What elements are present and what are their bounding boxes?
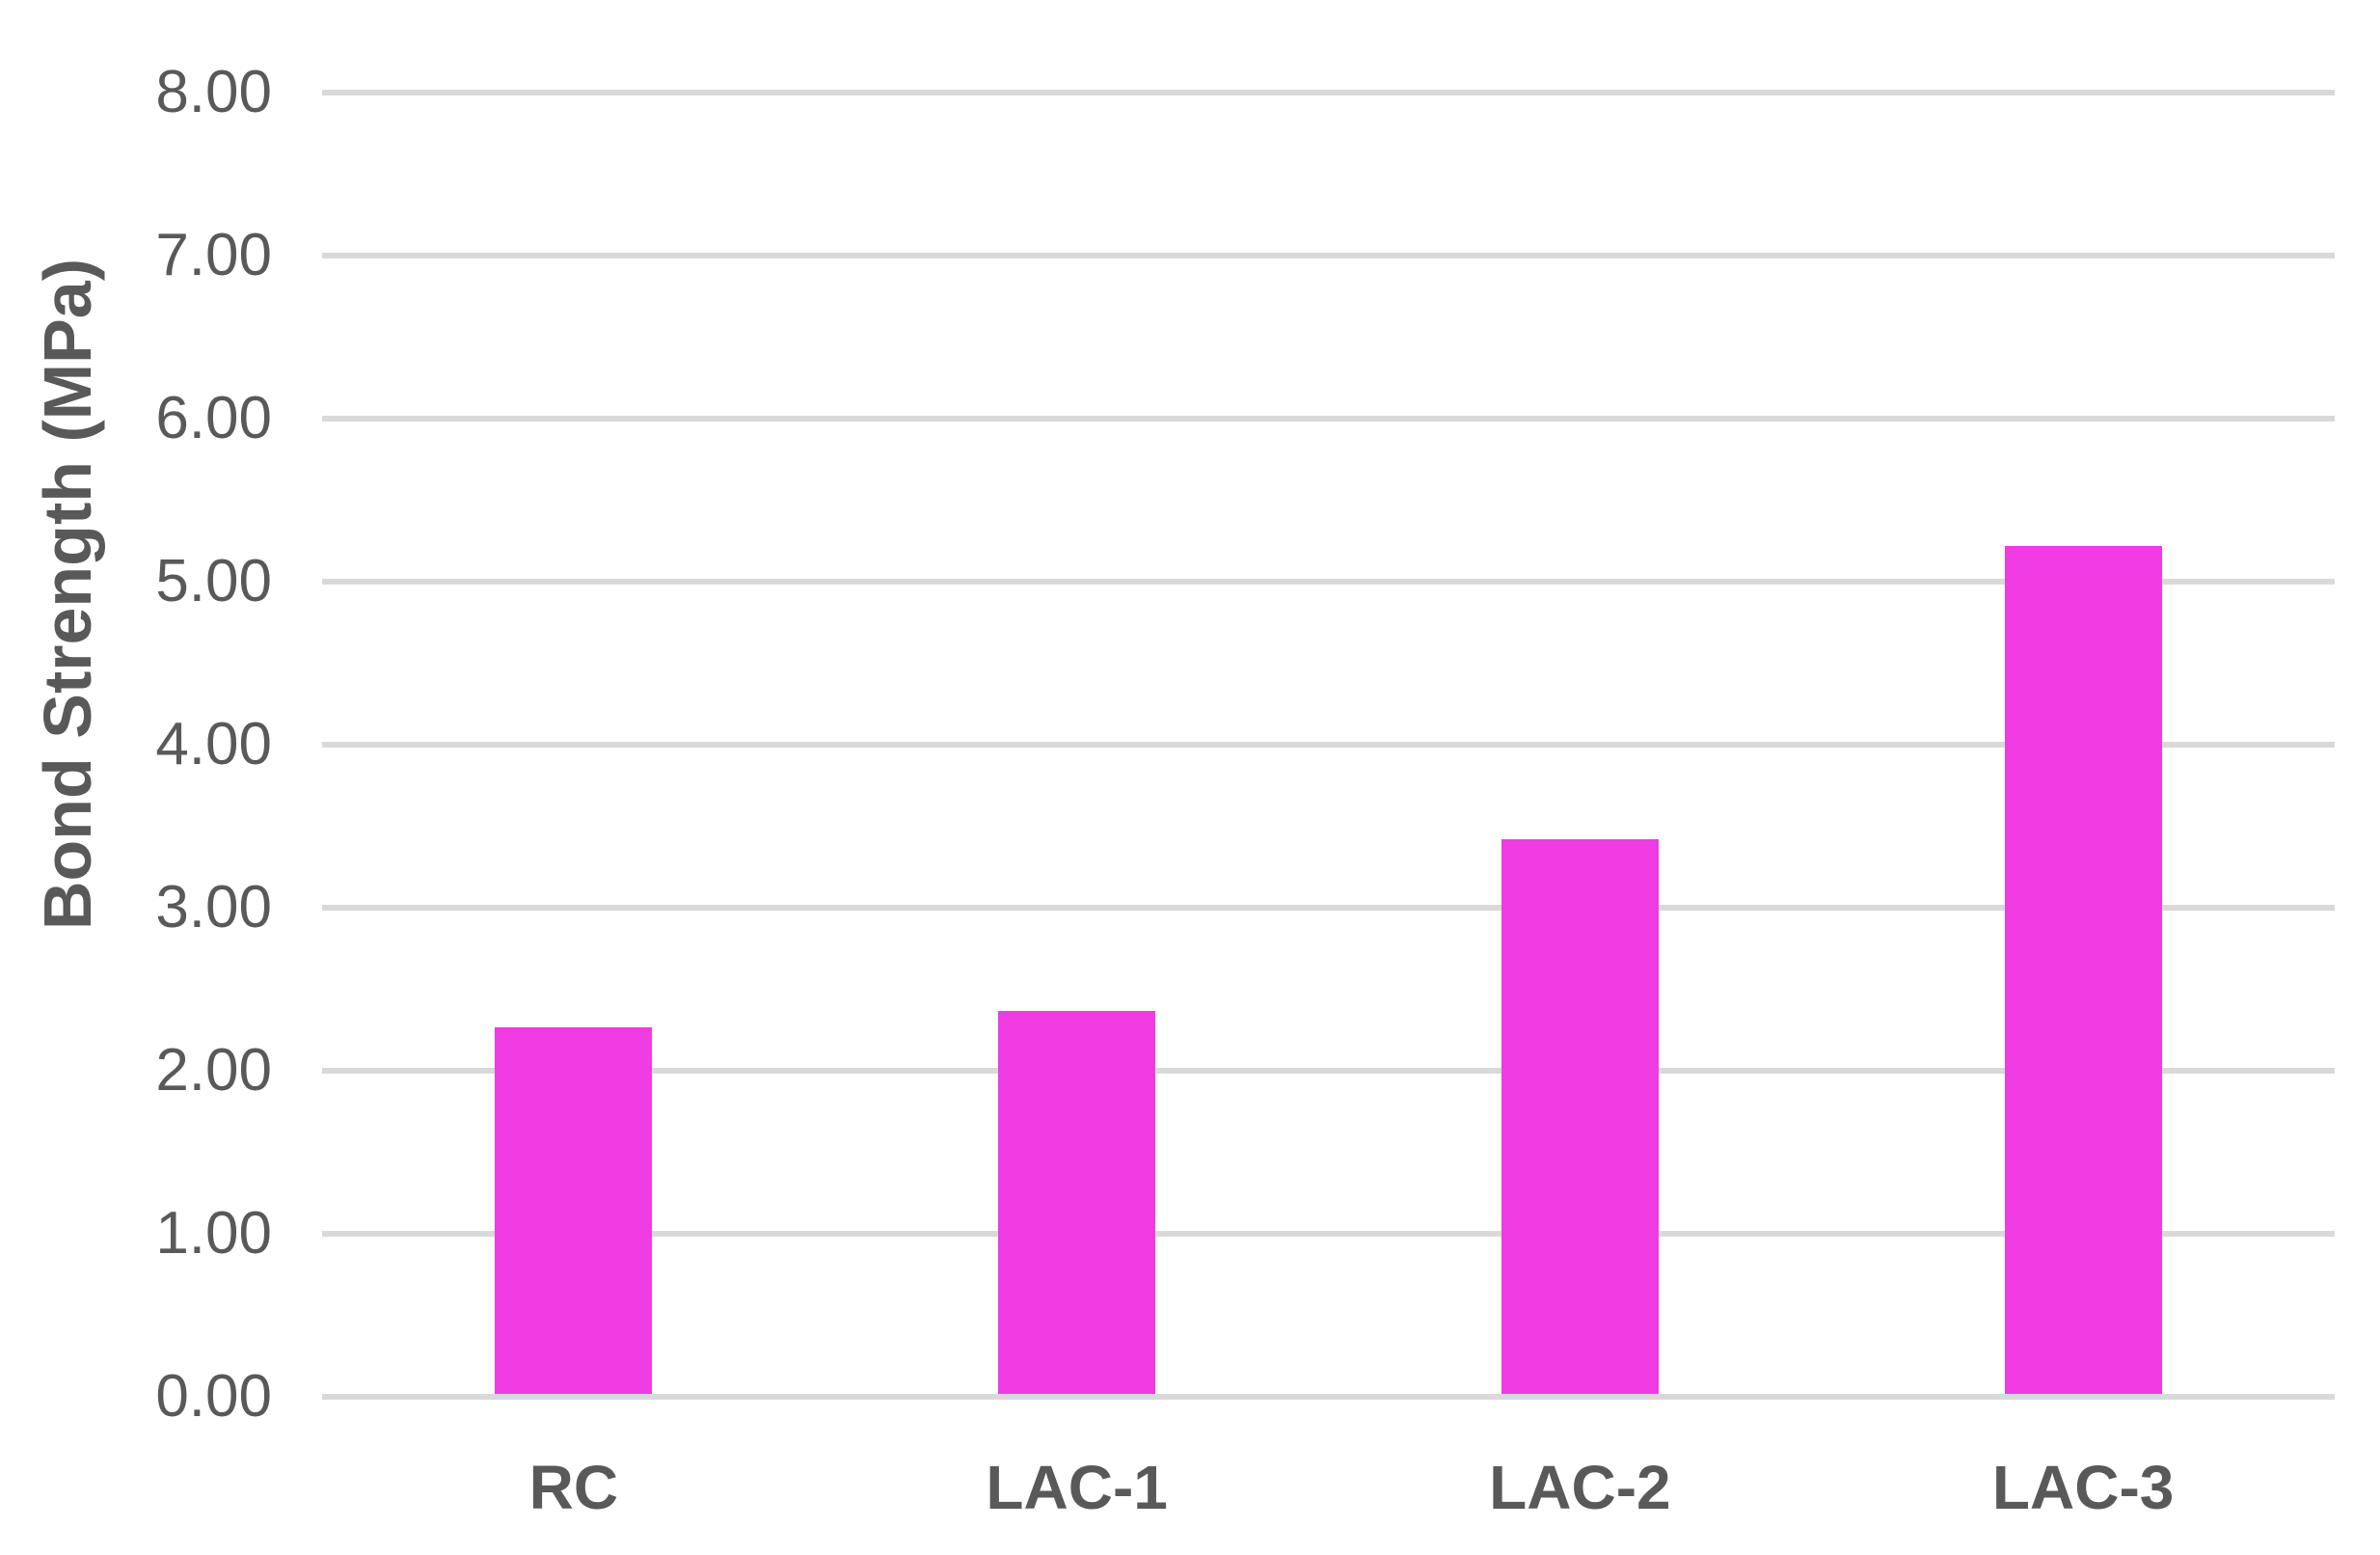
y-tick-label: 6.00	[155, 385, 272, 451]
y-tick-label: 4.00	[155, 711, 272, 778]
y-tick-label: 7.00	[155, 222, 272, 288]
y-tick-label: 3.00	[155, 874, 272, 941]
y-tick-label: 0.00	[155, 1363, 272, 1430]
bar-lac-3	[2004, 546, 2162, 1394]
gridline	[322, 90, 2335, 95]
x-category-label: RC	[528, 1453, 619, 1522]
x-category-label: LAC-1	[986, 1453, 1168, 1522]
y-tick-label: 5.00	[155, 548, 272, 614]
gridline	[322, 1068, 2335, 1074]
gridline	[322, 742, 2335, 748]
y-tick-label: 8.00	[155, 59, 272, 125]
bar-rc	[495, 1026, 653, 1394]
x-category-label: LAC-2	[1489, 1453, 1671, 1522]
gridline	[322, 1231, 2335, 1237]
y-tick-label: 1.00	[155, 1200, 272, 1267]
gridline	[322, 905, 2335, 911]
gridline	[322, 1394, 2335, 1400]
bar-lac-2	[1501, 839, 1659, 1394]
gridline	[322, 253, 2335, 259]
x-category-label: LAC-3	[1991, 1453, 2175, 1522]
gridline	[322, 579, 2335, 585]
gridline	[322, 416, 2335, 422]
y-tick-label: 2.00	[155, 1037, 272, 1104]
bar-lac-1	[998, 1010, 1156, 1394]
